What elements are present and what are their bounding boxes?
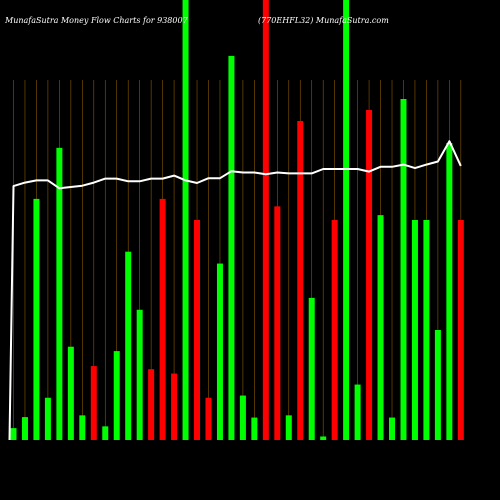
bar xyxy=(194,220,201,440)
line-series xyxy=(8,140,462,441)
bar xyxy=(274,206,281,440)
bar xyxy=(400,99,407,440)
bar xyxy=(262,0,269,440)
bar xyxy=(331,220,338,440)
bar xyxy=(389,417,396,440)
bar xyxy=(10,428,17,440)
bar xyxy=(113,351,120,440)
bar xyxy=(239,395,246,440)
bar xyxy=(148,369,155,440)
bar xyxy=(377,215,384,440)
bar xyxy=(228,55,235,440)
bar xyxy=(159,198,166,440)
money-flow-line xyxy=(8,140,462,441)
bar xyxy=(354,384,361,440)
bar xyxy=(434,330,441,440)
bar xyxy=(251,417,258,440)
bar xyxy=(205,397,212,440)
bar xyxy=(423,220,430,440)
bar xyxy=(285,415,292,440)
bar xyxy=(90,366,97,440)
bar xyxy=(33,198,40,440)
bar xyxy=(343,0,350,440)
bar xyxy=(216,263,223,440)
bar xyxy=(125,251,132,440)
bar-series xyxy=(10,0,464,440)
bar xyxy=(297,121,304,440)
bar xyxy=(320,436,327,440)
bar xyxy=(171,373,178,440)
bar xyxy=(136,309,143,440)
bar xyxy=(21,417,28,440)
bar xyxy=(102,426,109,440)
chart-title-right: (770EHFL32) MunafaSutra.com xyxy=(258,16,389,25)
bar xyxy=(79,415,86,440)
bar xyxy=(182,0,189,440)
bar xyxy=(446,143,453,440)
bar xyxy=(67,346,74,440)
bar xyxy=(308,297,315,440)
chart-title-left: MunafaSutra Money Flow Charts for 938007 xyxy=(4,16,189,25)
bar xyxy=(56,147,63,440)
bar xyxy=(366,110,373,440)
bar xyxy=(411,220,418,440)
bar xyxy=(457,220,464,440)
bar xyxy=(44,397,51,440)
